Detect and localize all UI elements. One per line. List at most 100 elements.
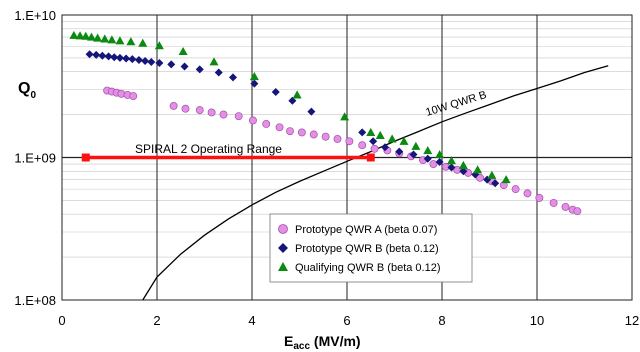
point-prototype-qwr-b bbox=[358, 128, 367, 137]
curve-line bbox=[142, 65, 609, 301]
x-axis-label: Eacc (MV/m) bbox=[284, 333, 361, 352]
legend-box bbox=[269, 213, 473, 283]
plot-border bbox=[61, 14, 633, 301]
point-qualifying-qwr-b bbox=[209, 57, 219, 66]
point-prototype-qwr-a bbox=[333, 134, 342, 143]
point-prototype-qwr-a bbox=[248, 116, 257, 125]
point-qualifying-qwr-b bbox=[458, 160, 468, 170]
point-prototype-qwr-a bbox=[297, 128, 306, 137]
point-prototype-qwr-a bbox=[286, 127, 294, 136]
point-prototype-qwr-b bbox=[459, 167, 468, 176]
y-tick-label: 1.E+08 bbox=[14, 293, 56, 308]
point-prototype-qwr-b bbox=[85, 50, 94, 59]
x-tick-label: 10 bbox=[530, 313, 544, 328]
point-qualifying-qwr-b bbox=[435, 149, 445, 159]
legend-marker-c bbox=[278, 262, 288, 271]
power-curve bbox=[142, 65, 609, 301]
point-prototype-qwr-a bbox=[262, 119, 271, 128]
point-prototype-qwr-b bbox=[128, 55, 137, 64]
point-prototype-qwr-a bbox=[181, 104, 190, 113]
legend-label-a: Prototype QWR A (beta 0.07) bbox=[295, 224, 437, 236]
point-prototype-qwr-a bbox=[275, 123, 284, 132]
x-tick-label: 8 bbox=[438, 313, 445, 328]
point-prototype-qwr-a bbox=[309, 130, 318, 139]
point-prototype-qwr-b bbox=[250, 79, 259, 88]
point-prototype-qwr-a bbox=[321, 132, 330, 141]
point-prototype-qwr-b bbox=[288, 96, 297, 105]
point-prototype-qwr-a bbox=[195, 106, 204, 115]
point-prototype-qwr-b bbox=[381, 143, 389, 152]
point-qualifying-qwr-b bbox=[447, 156, 456, 165]
point-qualifying-qwr-b bbox=[473, 165, 483, 174]
operating-range bbox=[81, 153, 375, 162]
point-prototype-qwr-b bbox=[141, 56, 150, 65]
point-qualifying-qwr-b bbox=[154, 41, 164, 50]
point-prototype-qwr-a bbox=[129, 92, 138, 100]
point-qualifying-qwr-b bbox=[178, 46, 188, 56]
point-prototype-qwr-b bbox=[98, 51, 107, 60]
point-prototype-qwr-a bbox=[453, 165, 462, 174]
point-prototype-qwr-b bbox=[435, 157, 444, 166]
point-prototype-qwr-b bbox=[423, 154, 432, 163]
point-qualifying-qwr-b bbox=[366, 127, 376, 137]
point-prototype-qwr-b bbox=[447, 163, 456, 172]
y-tick-label: 1.E+09 bbox=[14, 151, 56, 166]
point-prototype-qwr-b bbox=[491, 179, 500, 188]
point-qualifying-qwr-b bbox=[107, 35, 117, 44]
point-qualifying-qwr-b bbox=[69, 30, 79, 39]
point-prototype-qwr-a bbox=[370, 144, 379, 153]
point-prototype-qwr-a bbox=[234, 112, 243, 121]
y-tick-labels: 1.E+08 1.E+09 1.E+10 bbox=[14, 8, 56, 308]
point-prototype-qwr-a bbox=[429, 160, 438, 168]
point-prototype-qwr-a bbox=[573, 207, 582, 216]
point-prototype-qwr-a bbox=[207, 108, 216, 117]
operating-range-label: SPIRAL 2 Operating Range bbox=[135, 142, 282, 156]
legend-label-c: Qualifying QWR B (beta 0.12) bbox=[295, 262, 441, 274]
x-tick-labels: 0 2 4 6 8 10 12 bbox=[58, 313, 639, 328]
point-qualifying-qwr-b bbox=[375, 130, 385, 139]
y-tick-label: 1.E+10 bbox=[14, 8, 56, 23]
point-prototype-qwr-b bbox=[395, 147, 404, 156]
point-prototype-qwr-b bbox=[271, 88, 280, 97]
x-tick-label: 6 bbox=[343, 313, 350, 328]
point-qualifying-qwr-b bbox=[81, 31, 91, 40]
point-qualifying-qwr-b bbox=[75, 31, 85, 40]
x-tick-label: 2 bbox=[153, 313, 160, 328]
point-prototype-qwr-b bbox=[155, 59, 164, 68]
operating-range-endpoint bbox=[81, 153, 90, 162]
point-prototype-qwr-b bbox=[369, 137, 378, 146]
point-qualifying-qwr-b bbox=[399, 136, 409, 145]
point-prototype-qwr-b bbox=[110, 53, 119, 62]
point-prototype-qwr-a bbox=[523, 189, 532, 198]
point-prototype-qwr-b bbox=[180, 62, 189, 71]
point-prototype-qwr-a bbox=[549, 198, 558, 207]
legend-label-b: Prototype QWR B (beta 0.12) bbox=[295, 243, 439, 255]
operating-range-endpoint bbox=[366, 153, 375, 162]
point-qualifying-qwr-b bbox=[340, 112, 350, 121]
point-qualifying-qwr-b bbox=[138, 38, 148, 47]
point-prototype-qwr-b bbox=[167, 60, 176, 69]
point-qualifying-qwr-b bbox=[423, 145, 433, 155]
point-qualifying-qwr-b bbox=[387, 134, 397, 143]
legend: Prototype QWR A (beta 0.07) Prototype QW… bbox=[269, 213, 473, 283]
point-qualifying-qwr-b bbox=[115, 36, 125, 45]
point-qualifying-qwr-b bbox=[86, 32, 96, 41]
point-prototype-qwr-a bbox=[535, 194, 544, 202]
point-prototype-qwr-b bbox=[122, 54, 131, 63]
point-qualifying-qwr-b bbox=[292, 90, 302, 99]
point-prototype-qwr-b bbox=[214, 68, 223, 77]
y-axis-label: Q0 bbox=[18, 80, 36, 101]
point-prototype-qwr-b bbox=[115, 53, 124, 62]
point-prototype-qwr-b bbox=[147, 57, 156, 66]
legend-marker-a bbox=[278, 224, 288, 234]
legend-marker-b bbox=[278, 243, 288, 253]
point-prototype-qwr-b bbox=[229, 73, 237, 82]
point-prototype-qwr-b bbox=[92, 50, 101, 59]
point-prototype-qwr-a bbox=[169, 102, 178, 110]
point-qualifying-qwr-b bbox=[487, 170, 497, 179]
point-qualifying-qwr-b bbox=[501, 175, 511, 184]
point-prototype-qwr-b bbox=[134, 56, 143, 65]
x-tick-label: 12 bbox=[625, 313, 639, 328]
point-prototype-qwr-b bbox=[195, 65, 204, 74]
